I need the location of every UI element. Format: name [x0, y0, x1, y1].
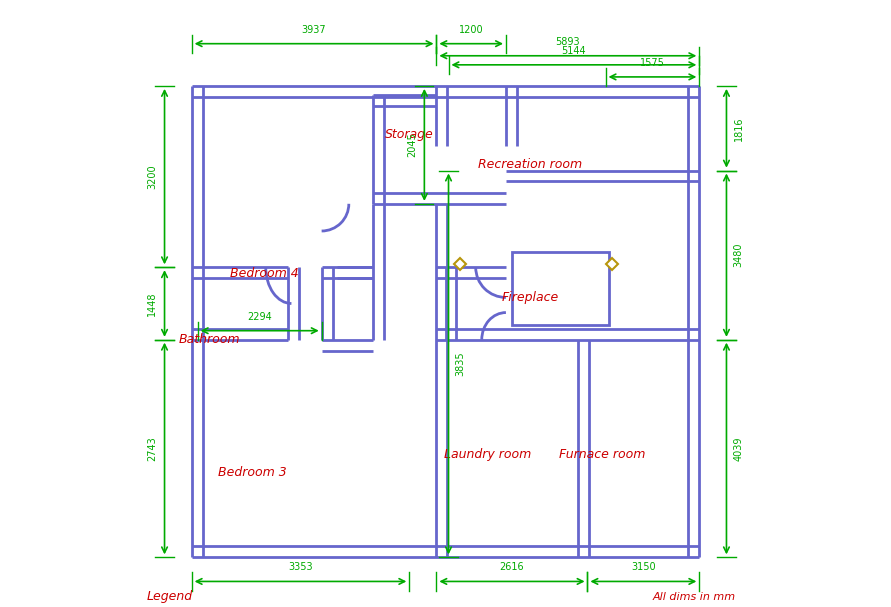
Text: Recreation room: Recreation room — [478, 158, 582, 171]
Bar — [512, 252, 609, 325]
Text: 3835: 3835 — [455, 351, 466, 376]
Text: 1816: 1816 — [733, 116, 744, 141]
Text: 2045: 2045 — [407, 132, 417, 157]
Text: 1200: 1200 — [459, 25, 484, 35]
Text: Bedroom 3: Bedroom 3 — [217, 466, 287, 479]
Text: 3480: 3480 — [733, 243, 744, 268]
Text: 1575: 1575 — [640, 58, 665, 68]
Text: All dims in mm: All dims in mm — [652, 592, 736, 602]
Text: 3200: 3200 — [147, 164, 158, 189]
Text: 3353: 3353 — [288, 562, 313, 572]
Text: 5144: 5144 — [561, 46, 586, 56]
Text: 1448: 1448 — [147, 291, 158, 316]
Text: 5893: 5893 — [556, 36, 580, 47]
Text: Furnace room: Furnace room — [560, 448, 646, 461]
Text: 2743: 2743 — [147, 436, 158, 461]
Text: 2294: 2294 — [248, 311, 272, 322]
Text: 4039: 4039 — [733, 436, 744, 461]
Text: Fireplace: Fireplace — [502, 291, 559, 304]
Text: Bedroom 4: Bedroom 4 — [230, 267, 298, 280]
Text: 3937: 3937 — [302, 25, 326, 35]
Text: 2616: 2616 — [500, 562, 524, 572]
Text: 3150: 3150 — [631, 562, 656, 572]
Text: Storage: Storage — [385, 128, 434, 141]
Text: Bathroom: Bathroom — [179, 333, 241, 346]
Text: Legend: Legend — [146, 589, 192, 603]
Text: Laundry room: Laundry room — [445, 448, 531, 461]
